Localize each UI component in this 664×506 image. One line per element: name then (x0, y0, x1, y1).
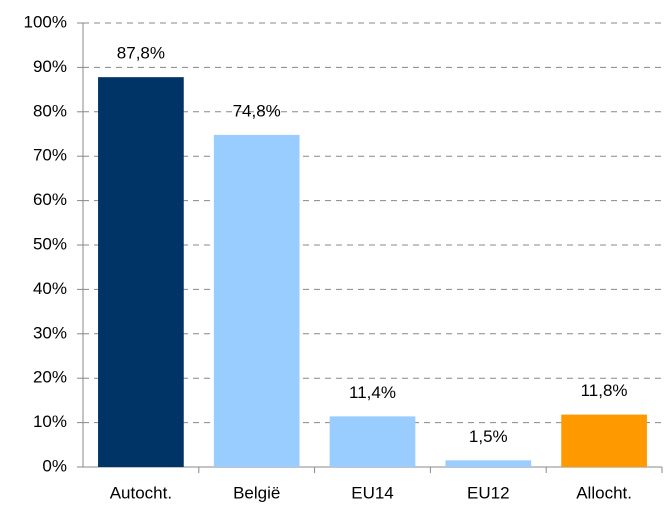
data-label: 11,4% (349, 383, 396, 402)
y-tick-label: 100% (24, 12, 67, 31)
x-tick-label: EU12 (467, 483, 510, 502)
x-tick-label: België (233, 483, 280, 502)
y-tick-label: 70% (33, 146, 67, 165)
x-tick-label: Autocht. (110, 483, 172, 502)
bar (98, 77, 184, 467)
y-tick-label: 40% (33, 279, 67, 298)
y-tick-label: 50% (33, 234, 67, 253)
y-tick-label: 90% (33, 57, 67, 76)
x-tick-label: EU14 (351, 483, 394, 502)
bar (329, 416, 416, 467)
data-label: 11,8% (581, 381, 628, 400)
data-label: 74,8% (233, 101, 281, 120)
bar (213, 134, 300, 467)
y-tick-label: 20% (33, 368, 67, 387)
y-tick-label: 80% (33, 101, 67, 120)
data-label: 1,5% (469, 427, 508, 446)
bar (561, 414, 647, 467)
y-tick-label: 10% (33, 412, 67, 431)
data-label: 87,8% (117, 44, 165, 63)
y-tick-label: 30% (33, 323, 67, 342)
bar (445, 460, 532, 467)
x-tick-label: Allocht. (576, 483, 632, 502)
y-tick-label: 60% (33, 190, 67, 209)
y-tick-label: 0% (42, 456, 67, 475)
